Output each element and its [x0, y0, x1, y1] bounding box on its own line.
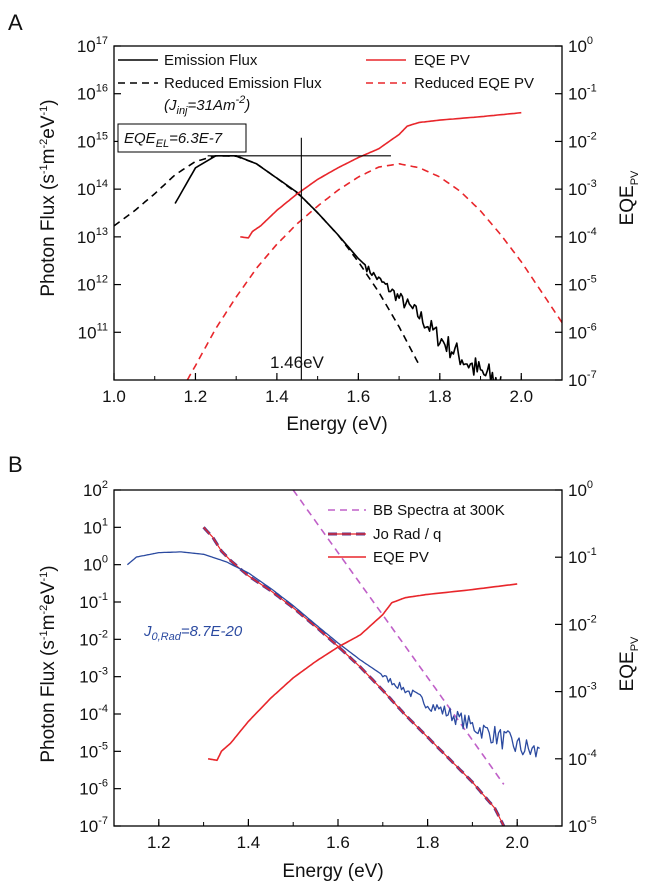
panel-a-y-axis-label: Photon Flux (s-1m-2eV-1) [38, 99, 59, 296]
panel-a-x-tick-label: 1.4 [265, 387, 289, 406]
panel-a-injection-note: (Jinj=31Am-2) [164, 94, 250, 117]
panel-b-series-overlay-3 [126, 551, 540, 758]
panel-a-x-tick-label: 1.2 [184, 387, 208, 406]
panel-a-y-tick-label: 1014 [77, 178, 108, 199]
panel-b-y2-tick-label: 10-3 [568, 681, 597, 702]
panel-b-x-tick-labels: 1.2 1.4 1.6 1.8 2.0 [147, 833, 529, 852]
panel-b-y2-tick-label: 10-2 [568, 613, 597, 634]
panel-b-x-tick-label: 1.4 [237, 833, 261, 852]
panel-b: B 1.2 1.4 1.6 1.8 2.0 10-710-610-510-410-310… [8, 452, 641, 882]
panel-a-y2-tick-label: 10-2 [568, 130, 597, 151]
legend-label-eqe-pv: EQE PV [414, 52, 470, 69]
panel-b-y2-axis-label: EQEPV [617, 636, 641, 691]
panel-b-y-tick-label: 10-7 [79, 815, 108, 836]
panel-b-x-axis-label: Energy (eV) [282, 861, 383, 882]
panel-b-series-eqe-pv [207, 583, 518, 762]
panel-b-y-tick-label: 101 [83, 516, 108, 537]
legend-label-bb-spectra: BB Spectra at 300K [373, 502, 505, 519]
panel-b-label: B [8, 452, 23, 477]
panel-a-series-reduced-emission-flux [114, 155, 421, 366]
panel-b-y-tick-label: 10-2 [79, 628, 108, 649]
panel-b-series-jo-rad-q [202, 526, 506, 826]
panel-a-y-tick-labels: 1011 1012 1013 1014 1015 1016 1017 [77, 35, 108, 342]
panel-a-tick-marks [113, 45, 563, 381]
panel-a-y2-tick-label: 10-4 [568, 226, 597, 247]
panel-a-x-tick-label: 1.8 [428, 387, 452, 406]
panel-a-series-reduced-eqe-pv [186, 163, 562, 380]
legend-label-emission-flux: Emission Flux [164, 52, 258, 69]
legend-label-reduced-eqe-pv: Reduced EQE PV [414, 75, 534, 92]
panel-b-legend: BB Spectra at 300K Jo Rad / q EQE PV [328, 502, 505, 566]
panel-a-y2-tick-label: 10-3 [568, 178, 597, 199]
panel-a-eqe-el-box [117, 123, 247, 153]
panel-a-x-axis-label: Energy (eV) [286, 414, 387, 435]
panel-a-series-group [114, 111, 562, 380]
panel-b-y-tick-label: 10-1 [79, 591, 108, 612]
panel-b-y2-tick-labels: 10-5 10-4 10-3 10-2 10-1 100 [568, 479, 597, 836]
panel-b-y2-tick-label: 10-4 [568, 748, 597, 769]
panel-a-vertical-label: 1.46eV [270, 353, 325, 372]
panel-a-y2-tick-labels: 10-7 10-6 10-5 10-4 10-3 10-2 10-1 100 [568, 35, 597, 390]
panel-a-legend: Emission Flux Reduced Emission Flux EQE … [118, 52, 534, 92]
legend-label-jo-rad: Jo Rad / q [373, 526, 441, 543]
panel-a-plot-frame [113, 45, 563, 381]
panel-a-y2-tick-label: 10-5 [568, 274, 597, 295]
panel-a-eqe-el-text: EQEEL=6.3E-7 [124, 130, 223, 150]
panel-a-x-tick-label: 1.0 [102, 387, 126, 406]
panel-b-y2-tick-label: 100 [568, 479, 593, 500]
panel-a-y2-tick-label: 10-1 [568, 83, 597, 104]
panel-b-x-tick-label: 2.0 [505, 833, 529, 852]
panel-a-crosshair [207, 137, 391, 380]
legend-label-eqe-pv-b: EQE PV [373, 549, 429, 566]
panel-a-series-eqe-pv [240, 111, 522, 239]
panel-a-y-tick-label: 1011 [78, 321, 108, 342]
panel-b-y-tick-label: 102 [83, 479, 108, 500]
panel-b-y-tick-label: 10-5 [79, 740, 108, 761]
panel-b-tick-marks [113, 489, 563, 827]
panel-b-x-tick-label: 1.2 [147, 833, 171, 852]
panel-a-y-tick-label: 1016 [77, 83, 108, 104]
panel-a-x-tick-label: 1.6 [347, 387, 371, 406]
panel-b-plot-frame [113, 489, 563, 827]
panel-a: A 1.0 1.2 1.4 1.6 1.8 2.0 1011101210131014101… [8, 10, 641, 435]
panel-a-x-tick-labels: 1.0 1.2 1.4 1.6 1.8 2.0 [102, 387, 533, 406]
panel-a-x-tick-label: 2.0 [509, 387, 533, 406]
panel-b-series-group [126, 490, 540, 826]
panel-a-y-tick-label: 1017 [77, 35, 108, 56]
panel-a-y-tick-label: 1012 [77, 274, 108, 295]
panel-b-y-axis-label: Photon Flux (s-1m-2eV-1) [38, 565, 59, 762]
panel-b-y2-tick-label: 10-1 [568, 546, 597, 567]
panel-a-label: A [8, 10, 23, 35]
panel-b-x-tick-label: 1.6 [326, 833, 350, 852]
panel-a-y-tick-label: 1015 [77, 130, 108, 151]
panel-a-y2-tick-label: 10-7 [568, 369, 597, 390]
panel-b-y2-tick-label: 10-5 [568, 815, 597, 836]
panel-b-y-tick-label: 10-3 [79, 666, 108, 687]
panel-a-y2-tick-label: 10-6 [568, 321, 597, 342]
panel-b-series-overlay-2 [203, 526, 505, 826]
panel-b-y-tick-label: 10-4 [79, 703, 108, 724]
panel-b-y-tick-labels: 10-7 10-6 10-5 10-4 10-3 10-2 10-1 100 101 102 [79, 479, 108, 836]
panel-b-j0-rad-note: J0,Rad=8.7E-20 [143, 623, 243, 643]
panel-b-x-tick-label: 1.8 [416, 833, 440, 852]
panel-b-y-tick-label: 100 [83, 554, 108, 575]
panel-a-y-tick-label: 1013 [77, 226, 108, 247]
panel-a-y2-axis-label: EQEPV [617, 170, 641, 225]
panel-b-series-bb-spectra-at-300k [292, 490, 505, 785]
legend-label-reduced-emission-flux: Reduced Emission Flux [164, 75, 322, 92]
panel-b-y-tick-label: 10-6 [79, 778, 108, 799]
panel-a-y2-tick-label: 100 [568, 35, 593, 56]
